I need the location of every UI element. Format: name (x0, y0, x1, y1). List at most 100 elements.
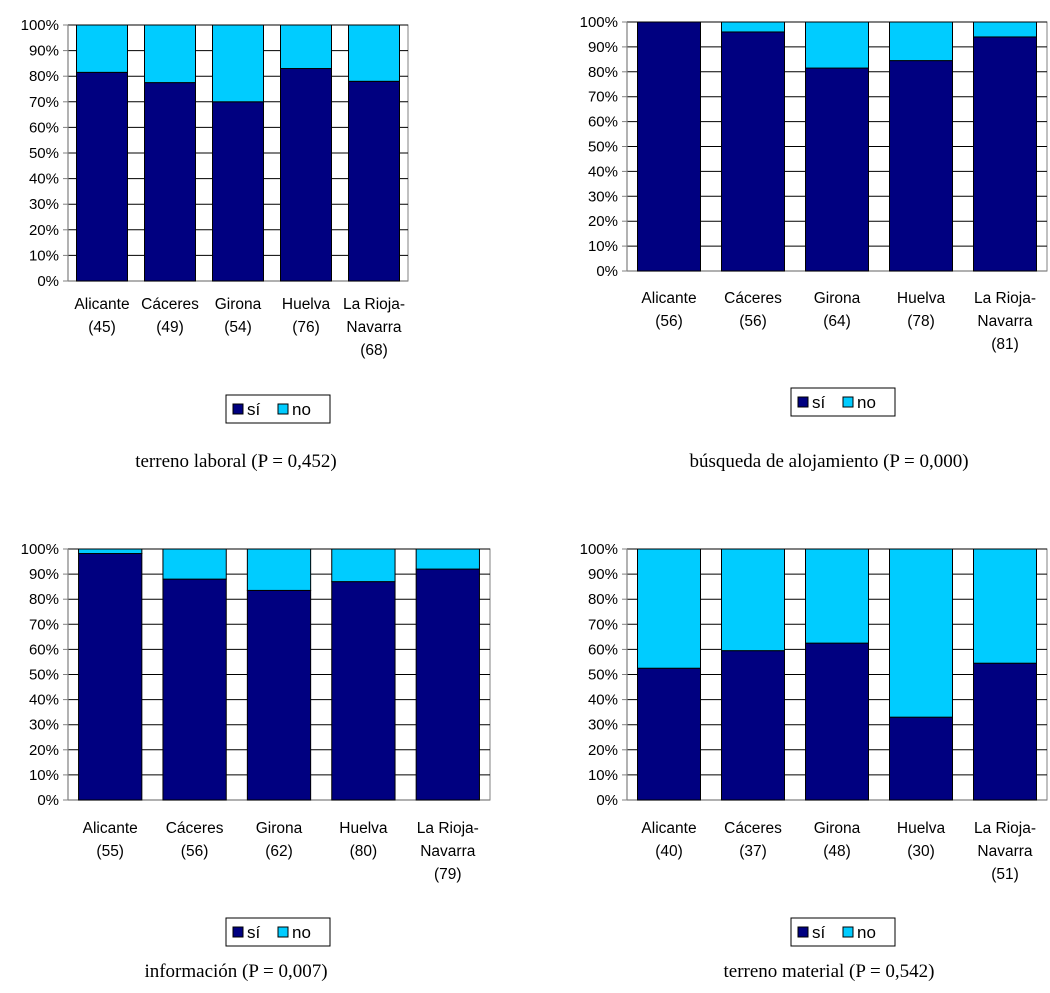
bar-si (280, 68, 332, 282)
y-tick-label: 0% (596, 263, 618, 280)
bar-no (348, 24, 400, 82)
y-tick-label: 30% (29, 717, 59, 734)
bar-no (162, 548, 227, 580)
y-tick-label: 90% (588, 39, 618, 56)
y-tick-label: 40% (29, 171, 59, 188)
x-tick-label: (51) (991, 866, 1019, 883)
legend-label: sí (247, 923, 261, 942)
x-tick-label: Navarra (346, 319, 402, 336)
x-tick-label: Alicante (641, 290, 696, 307)
y-tick-label: 20% (588, 742, 618, 759)
chart-panel-4: 0% 10% 20% 30% 40% 50% 60% 70% 80% 90% 100% Alicant… (580, 541, 1048, 982)
y-tick-label: 60% (588, 114, 618, 131)
y-tick-label: 70% (29, 94, 59, 111)
x-tick-label: Girona (256, 820, 303, 837)
x-tick-label: Navarra (977, 843, 1033, 860)
legend-swatch (232, 926, 244, 938)
x-tick-label: (55) (96, 843, 124, 860)
bar-no (973, 548, 1037, 664)
y-tick-label: 80% (29, 591, 59, 608)
y-tick-label: 90% (29, 43, 59, 60)
x-tick-label: (64) (823, 313, 851, 330)
bar-no (973, 21, 1037, 38)
y-tick-label: 30% (588, 717, 618, 734)
x-tick-label: Girona (814, 290, 861, 307)
legend-label: sí (812, 923, 826, 942)
bar-si (144, 82, 196, 282)
y-tick-label: 80% (29, 68, 59, 85)
bar-si (331, 581, 396, 801)
y-tick-label: 40% (588, 163, 618, 180)
x-tick-label: (68) (360, 342, 388, 359)
legend-label: no (292, 400, 311, 419)
y-tick-label: 0% (37, 273, 59, 290)
legend: sí no (790, 917, 896, 947)
legend-label: no (857, 393, 876, 412)
chart-caption: búsqueda de alojamiento (P = 0,000) (689, 451, 968, 472)
bar-no (721, 21, 785, 33)
y-tick-label: 20% (29, 222, 59, 239)
y-tick-label: 60% (29, 641, 59, 658)
x-tick-label: (40) (655, 843, 683, 860)
legend-label: sí (247, 400, 261, 419)
legend-swatch (232, 403, 244, 415)
y-tick-label: 50% (29, 667, 59, 684)
x-tick-label: (49) (156, 319, 184, 336)
legend-swatch (842, 926, 854, 938)
x-tick-label: Huelva (339, 820, 388, 837)
x-tick-label: (80) (350, 843, 378, 860)
x-tick-label: Cáceres (141, 296, 199, 313)
legend-swatch (797, 396, 809, 408)
x-tick-label: (48) (823, 843, 851, 860)
y-tick-label: 60% (588, 641, 618, 658)
chart-caption: información (P = 0,007) (144, 961, 327, 982)
y-tick-label: 10% (588, 767, 618, 784)
legend-label: no (292, 923, 311, 942)
x-tick-label: Alicante (83, 820, 138, 837)
bar-no (246, 548, 312, 591)
bar-no (805, 548, 869, 644)
bar-si (805, 67, 869, 272)
x-tick-label: Girona (814, 820, 861, 837)
bar-no (637, 548, 701, 669)
x-tick-label: Alicante (641, 820, 696, 837)
y-tick-label: 30% (588, 188, 618, 205)
legend-label: no (857, 923, 876, 942)
x-tick-label: Navarra (420, 843, 476, 860)
x-tick-label: Huelva (897, 820, 946, 837)
bar-no (721, 548, 785, 652)
x-tick-label: La Rioja- (417, 820, 479, 837)
legend-label: sí (812, 393, 826, 412)
x-tick-label: Cáceres (724, 290, 782, 307)
bar-si (889, 60, 953, 272)
x-tick-label: (56) (739, 313, 767, 330)
y-tick-label: 70% (29, 616, 59, 633)
bar-no (331, 548, 396, 583)
bar-no (889, 548, 953, 718)
bar-no (889, 21, 953, 62)
bar-si (415, 568, 480, 801)
y-tick-label: 10% (588, 238, 618, 255)
bar-no (144, 24, 196, 84)
legend: sí no (225, 917, 331, 947)
chart-caption: terreno material (P = 0,542) (723, 961, 934, 982)
y-tick-label: 50% (588, 139, 618, 156)
legend: sí no (225, 394, 331, 424)
y-tick-label: 70% (588, 616, 618, 633)
y-tick-label: 100% (580, 14, 618, 31)
bar-no (415, 548, 480, 570)
y-tick-label: 90% (29, 566, 59, 583)
x-tick-label: (76) (292, 319, 320, 336)
y-tick-label: 10% (29, 767, 59, 784)
y-tick-label: 20% (588, 213, 618, 230)
bar-si (246, 589, 312, 801)
y-tick-label: 100% (580, 541, 618, 558)
chart-caption: terreno laboral (P = 0,452) (135, 451, 337, 472)
y-tick-label: 100% (21, 17, 59, 34)
bar-si (805, 642, 869, 801)
bar-si (348, 80, 400, 282)
bar-no (805, 21, 869, 69)
bar-si (973, 662, 1037, 801)
bar-no (78, 548, 143, 555)
y-tick-label: 80% (588, 64, 618, 81)
